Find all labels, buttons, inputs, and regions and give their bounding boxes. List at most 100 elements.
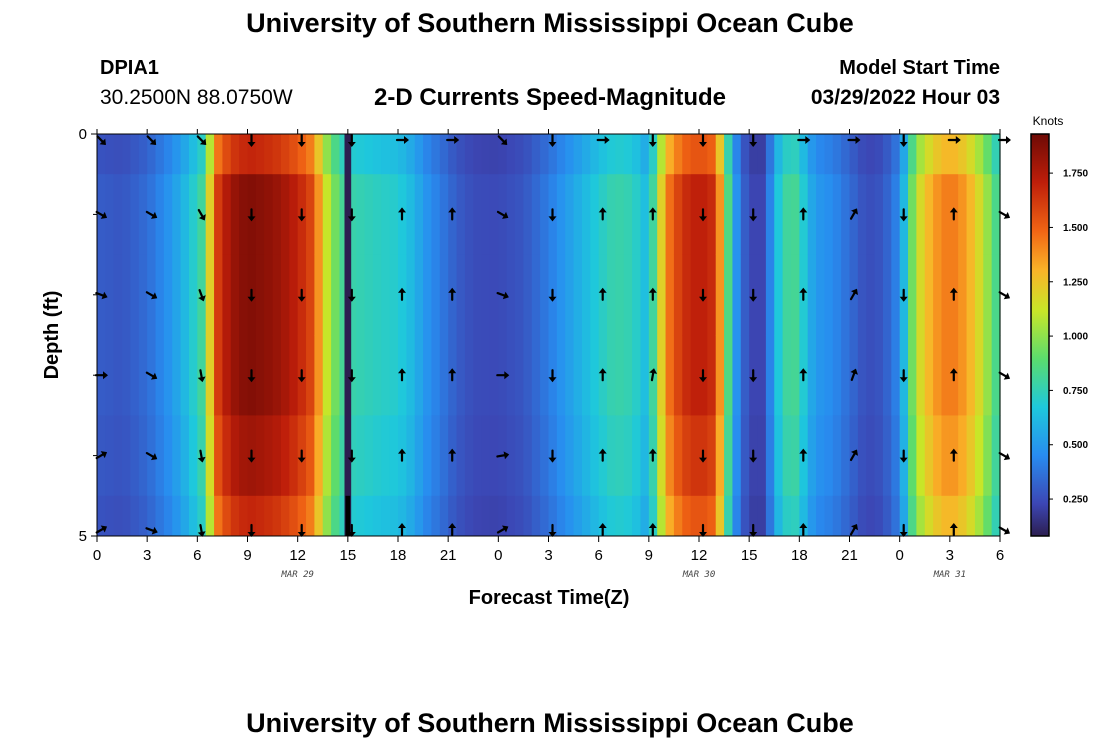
heatmap-cell	[673, 134, 683, 175]
current-vector-arrow	[197, 523, 206, 537]
heatmap-cell	[607, 415, 616, 497]
heatmap-cell	[581, 174, 591, 255]
heatmap-cell	[423, 335, 433, 416]
heatmap-cell	[280, 174, 290, 255]
y-tick-label: 5	[79, 528, 87, 545]
heatmap-cell	[230, 174, 240, 255]
heatmap-cell	[983, 495, 993, 537]
current-vector-arrow	[899, 449, 908, 463]
heatmap-cell	[966, 495, 976, 537]
heatmap-cell	[163, 415, 173, 497]
heatmap-cell	[774, 495, 784, 537]
current-vector-arrow	[749, 133, 758, 147]
heatmap-cell	[673, 174, 683, 255]
heatmap-cell	[581, 134, 591, 175]
heatmap-cell	[824, 335, 834, 416]
heatmap-cell	[857, 254, 867, 336]
current-vector-arrow	[899, 208, 908, 222]
heatmap-cell	[882, 415, 892, 497]
heatmap-cell	[122, 174, 132, 255]
current-vector-arrow	[347, 523, 356, 537]
heatmap-cell	[841, 495, 851, 537]
heatmap-cell	[155, 254, 165, 336]
current-vector-arrow	[749, 523, 758, 537]
heatmap-cell	[958, 495, 968, 537]
heatmap-cell	[456, 134, 466, 175]
heatmap-cell	[824, 134, 834, 175]
heatmap-cell	[105, 254, 115, 336]
heatmap-cell	[916, 134, 926, 175]
heatmap-cell	[740, 174, 750, 255]
heatmap-cell	[423, 254, 433, 336]
heatmap-cell	[682, 134, 692, 175]
heatmap-cell	[523, 174, 533, 255]
heatmap-cell	[623, 415, 633, 497]
current-vector-arrow	[297, 449, 306, 463]
heatmap-cell	[824, 415, 834, 497]
x-tick-label: 6	[193, 547, 201, 564]
heatmap-cell	[899, 495, 909, 537]
heatmap-cell	[740, 134, 750, 175]
heatmap-cell	[406, 335, 416, 416]
heatmap-cell	[933, 174, 943, 255]
heatmap-cell	[682, 495, 692, 537]
current-vector-arrow	[94, 371, 108, 380]
heatmap-cell	[757, 335, 767, 416]
heatmap-cell	[707, 415, 717, 497]
heatmap-cell	[615, 495, 625, 537]
heatmap-cell	[506, 335, 516, 416]
heatmap-cell	[732, 254, 742, 336]
heatmap-cell	[406, 134, 416, 175]
heatmap-cell	[665, 174, 675, 255]
heatmap-cell	[874, 335, 884, 416]
heatmap-cell	[807, 495, 817, 537]
current-vector-arrow	[799, 287, 808, 301]
heatmap-cell	[481, 495, 491, 537]
heatmap-cell	[406, 174, 416, 255]
heatmap-cell	[122, 254, 132, 336]
heatmap-cell	[356, 174, 366, 255]
current-vector-arrow	[95, 291, 108, 300]
heatmap-cell	[97, 495, 106, 537]
heatmap-cell	[882, 254, 892, 336]
heatmap-cell	[623, 335, 633, 416]
heatmap-cell	[523, 415, 533, 497]
heatmap-cell	[389, 174, 399, 255]
heatmap-cell	[339, 495, 349, 537]
heatmap-cell	[774, 174, 784, 255]
station-id: DPIA1	[100, 57, 159, 79]
heatmap-cell	[866, 415, 876, 497]
heatmap-cell	[623, 495, 633, 537]
heatmap-cell	[113, 495, 123, 537]
heatmap-cell	[297, 134, 307, 175]
heatmap-cell	[448, 134, 458, 175]
heatmap-cell	[891, 495, 901, 537]
date-label: MAR 29	[280, 570, 314, 580]
heatmap-cell	[983, 335, 993, 416]
current-vector-arrow	[998, 210, 1011, 219]
heatmap-cell	[531, 134, 541, 175]
current-vector-arrow	[297, 523, 306, 537]
heatmap-cell	[690, 335, 700, 416]
heatmap-cell	[757, 415, 767, 497]
heatmap-cell	[790, 495, 800, 537]
heatmap-cell	[908, 335, 917, 416]
heatmap-cell	[239, 415, 249, 497]
heatmap-cell	[255, 134, 265, 175]
heatmap-cell	[464, 335, 474, 416]
heatmap-cell	[866, 335, 876, 416]
heatmap-cell	[908, 174, 917, 255]
heatmap-cell	[414, 335, 424, 416]
heatmap-cell	[949, 495, 959, 537]
heatmap-cell	[322, 495, 332, 537]
heatmap-cell	[289, 495, 299, 537]
x-tick-label: 12	[691, 547, 708, 564]
heatmap-cell	[799, 134, 809, 175]
heatmap-cell	[774, 335, 784, 416]
heatmap-cell	[339, 415, 349, 497]
heatmap-cell	[707, 335, 717, 416]
heatmap-cell	[807, 174, 817, 255]
heatmap-cell	[531, 335, 541, 416]
heatmap-cell	[431, 174, 441, 255]
heatmap-cell	[180, 174, 190, 255]
